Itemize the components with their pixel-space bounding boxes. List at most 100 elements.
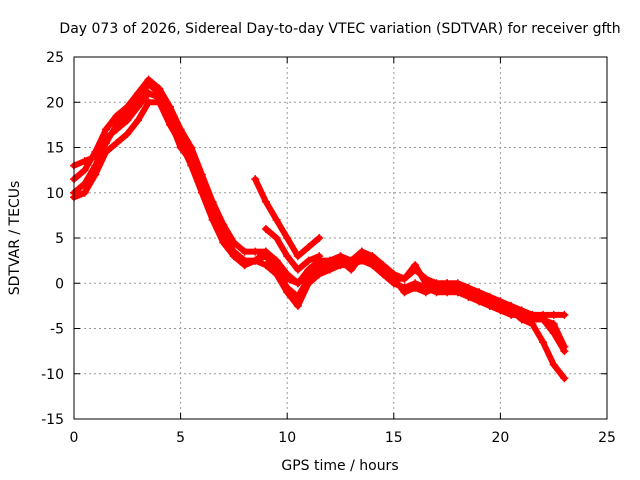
data-point	[261, 261, 270, 270]
data-point	[475, 292, 484, 301]
x-tick-label: 20	[491, 430, 509, 446]
data-point	[293, 301, 302, 310]
data-point	[144, 75, 153, 84]
data-point	[251, 247, 260, 256]
data-point	[315, 234, 324, 242]
data-point	[240, 247, 249, 256]
data-point	[208, 215, 217, 224]
data-point	[272, 261, 281, 270]
data-point	[197, 188, 206, 197]
y-tick-label: 0	[55, 276, 64, 292]
data-point	[123, 129, 132, 138]
plot-frame	[73, 56, 608, 420]
data-point	[261, 197, 270, 206]
series-trace	[71, 76, 568, 318]
data-point	[507, 306, 516, 315]
data-point	[261, 247, 270, 256]
series-track-1	[70, 80, 569, 351]
series-track-2	[70, 75, 569, 319]
data-point	[272, 215, 281, 224]
data-point	[80, 157, 89, 166]
data-point	[421, 288, 430, 297]
data-point	[539, 338, 548, 347]
data-point	[165, 120, 174, 129]
data-point	[176, 138, 185, 147]
data-point	[133, 102, 142, 111]
x-axis-label: GPS time / hours	[281, 458, 398, 474]
data-point	[443, 279, 452, 288]
x-tick-label: 15	[385, 430, 403, 446]
data-point	[144, 89, 153, 98]
data-point	[80, 188, 89, 197]
data-point	[411, 261, 420, 270]
data-point	[101, 125, 110, 134]
data-point	[379, 265, 388, 274]
data-point	[155, 98, 164, 107]
data-point	[304, 243, 313, 252]
y-tick-label: -10	[41, 367, 64, 383]
series-trace	[262, 225, 323, 273]
data-point	[229, 252, 238, 261]
data-point	[101, 134, 110, 143]
data-point	[432, 283, 441, 292]
grid	[74, 57, 607, 419]
data-point	[528, 315, 537, 324]
data-point	[517, 310, 526, 319]
data-point	[453, 283, 462, 292]
data-point	[549, 319, 558, 328]
data-point	[251, 175, 260, 184]
data-point	[293, 279, 302, 288]
data-point	[165, 102, 174, 111]
data-point	[80, 166, 89, 175]
data-point	[283, 234, 292, 242]
data-point	[155, 84, 164, 93]
data-point	[144, 98, 153, 107]
data-point	[421, 279, 430, 288]
data-point	[219, 220, 228, 229]
data-point	[336, 256, 345, 265]
data-point	[293, 252, 302, 261]
data-point	[304, 256, 313, 265]
data-point	[560, 374, 569, 383]
y-tick-label: -15	[41, 412, 64, 428]
data-point	[485, 301, 494, 310]
x-tick-label: 25	[598, 430, 616, 446]
data-point	[251, 256, 260, 265]
data-point	[187, 143, 196, 152]
data-point	[123, 102, 132, 111]
series-track-5	[251, 175, 324, 261]
data-point	[133, 89, 142, 98]
data-point	[464, 283, 473, 292]
data-point	[368, 256, 377, 265]
data-point	[315, 261, 324, 270]
plot-area	[70, 75, 569, 383]
x-tick-label: 10	[278, 430, 296, 446]
y-tick-label: 5	[55, 231, 64, 247]
data-point	[91, 170, 100, 179]
y-axis-label: SDTVAR / TECUs	[7, 181, 23, 296]
data-point	[112, 111, 121, 120]
data-point	[560, 347, 569, 356]
data-point	[549, 360, 558, 369]
data-point	[539, 315, 548, 324]
data-point	[112, 138, 121, 147]
data-point	[112, 125, 121, 134]
data-point	[325, 261, 334, 270]
data-point	[123, 116, 132, 125]
x-tick-label: 5	[176, 430, 185, 446]
chart-title: Day 073 of 2026, Sidereal Day-to-day VTE…	[59, 21, 620, 37]
y-tick-label: 25	[46, 50, 64, 66]
data-point	[496, 301, 505, 310]
data-point	[347, 261, 356, 270]
data-point	[400, 274, 409, 283]
data-point	[549, 329, 558, 338]
data-point	[283, 252, 292, 261]
data-point	[187, 161, 196, 170]
y-tick-label: 10	[46, 186, 64, 202]
data-point	[357, 247, 366, 256]
data-point	[240, 261, 249, 270]
data-point	[389, 274, 398, 283]
data-point	[283, 283, 292, 292]
data-point	[229, 238, 238, 247]
